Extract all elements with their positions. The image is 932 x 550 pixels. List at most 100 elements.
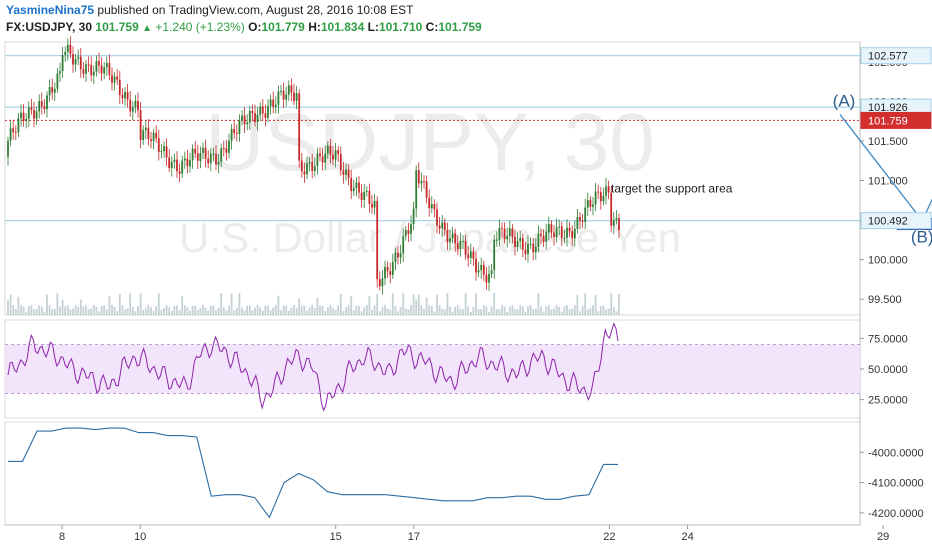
- volume-bar: [121, 305, 124, 315]
- high-value: 101.834: [320, 20, 365, 34]
- candle-body: [607, 186, 610, 193]
- candle-body: [199, 152, 202, 161]
- volume-bar: [594, 294, 597, 315]
- volume-bar: [521, 306, 524, 315]
- volume-bar: [228, 305, 230, 315]
- candle-body: [261, 106, 264, 114]
- candle-body: [56, 73, 59, 89]
- publish-line: YasmineNina75 published on TradingView.c…: [6, 3, 413, 17]
- price-change: +1.240 (+1.23%): [155, 20, 245, 34]
- candle-body: [586, 200, 589, 208]
- candle-body: [105, 62, 108, 68]
- candle-body: [493, 239, 496, 271]
- volume-bar: [566, 305, 568, 315]
- candle-body: [90, 64, 93, 76]
- author-link[interactable]: YasmineNina75: [6, 3, 95, 17]
- candle-body: [589, 200, 592, 207]
- candle-body: [425, 181, 428, 198]
- volume-bar: [381, 307, 384, 315]
- candle-body: [103, 67, 106, 74]
- candle-body: [394, 252, 397, 262]
- candle-body: [189, 160, 191, 167]
- candle-body: [144, 127, 147, 131]
- candle-body: [27, 107, 30, 119]
- rsi-y-tick-label: 25.0000: [868, 395, 908, 407]
- volume-bar: [139, 293, 142, 315]
- candle-body: [423, 181, 425, 183]
- candle-body: [139, 110, 142, 141]
- candle-body: [573, 228, 576, 239]
- candle-body: [157, 138, 160, 152]
- volume-bar: [147, 305, 150, 315]
- candle-body: [269, 99, 272, 107]
- candle-body: [430, 204, 433, 209]
- candle-body: [160, 150, 163, 152]
- volume-bar: [131, 307, 134, 315]
- candle-body: [511, 228, 514, 237]
- volume-bar: [298, 298, 301, 315]
- candle-body: [459, 240, 462, 250]
- candle-body: [469, 251, 472, 259]
- candle-body: [178, 171, 181, 174]
- volume-bar: [581, 306, 584, 315]
- volume-bar: [295, 307, 298, 315]
- candle-body: [207, 158, 210, 164]
- candle-body: [311, 162, 314, 171]
- volume-bar: [189, 310, 191, 315]
- candle-body: [64, 51, 67, 56]
- volume-bar: [225, 310, 228, 315]
- candle-body: [264, 113, 267, 118]
- volume-bar: [152, 311, 155, 315]
- candle-body: [503, 228, 506, 240]
- volume-bar: [347, 305, 350, 315]
- volume-bar: [501, 305, 503, 315]
- volume-bar: [402, 293, 405, 315]
- candle-body: [316, 153, 319, 166]
- volume-bar: [529, 305, 532, 315]
- volume-bar: [92, 305, 95, 315]
- volume-bar: [191, 305, 194, 315]
- volume-bar: [264, 305, 267, 315]
- candle-body: [277, 91, 280, 105]
- candle-body: [295, 93, 298, 101]
- volume-bar: [443, 309, 446, 315]
- volume-bar: [230, 293, 233, 315]
- volume-bar: [118, 294, 121, 315]
- volume-bar: [272, 307, 275, 315]
- volume-bar: [493, 293, 496, 315]
- candle-body: [485, 274, 488, 283]
- candle-body: [355, 182, 358, 188]
- candle-body: [482, 264, 485, 275]
- candle-body: [568, 227, 571, 232]
- volume-bar: [482, 305, 485, 315]
- candle-body: [566, 227, 568, 238]
- volume-bar: [46, 294, 48, 315]
- volume-bar: [59, 306, 61, 315]
- candle-body: [108, 62, 111, 76]
- volume-bar: [163, 308, 165, 315]
- candle-body: [131, 107, 134, 112]
- volume-bar: [550, 309, 553, 315]
- candle-body: [592, 204, 594, 207]
- candle-body: [579, 217, 581, 221]
- volume-bar: [475, 293, 477, 315]
- candle-body: [358, 182, 360, 193]
- volume-bar: [142, 309, 145, 315]
- candle-body: [290, 85, 293, 93]
- volume-bar: [514, 309, 516, 315]
- volume-bar: [436, 294, 438, 315]
- volume-bar: [215, 310, 217, 315]
- volume-bar: [358, 306, 360, 315]
- candle-body: [59, 71, 61, 74]
- candle-body: [282, 90, 285, 100]
- volume-bar: [144, 308, 147, 315]
- volume-bar: [420, 305, 423, 315]
- candle-body: [118, 79, 121, 96]
- wave-a-label: (A): [833, 91, 856, 110]
- candle-body: [155, 132, 158, 139]
- candle-body: [51, 87, 54, 93]
- volume-bar: [542, 311, 545, 315]
- watermark-symbol: USDJPY, 30: [205, 97, 655, 188]
- candle-body: [410, 224, 412, 234]
